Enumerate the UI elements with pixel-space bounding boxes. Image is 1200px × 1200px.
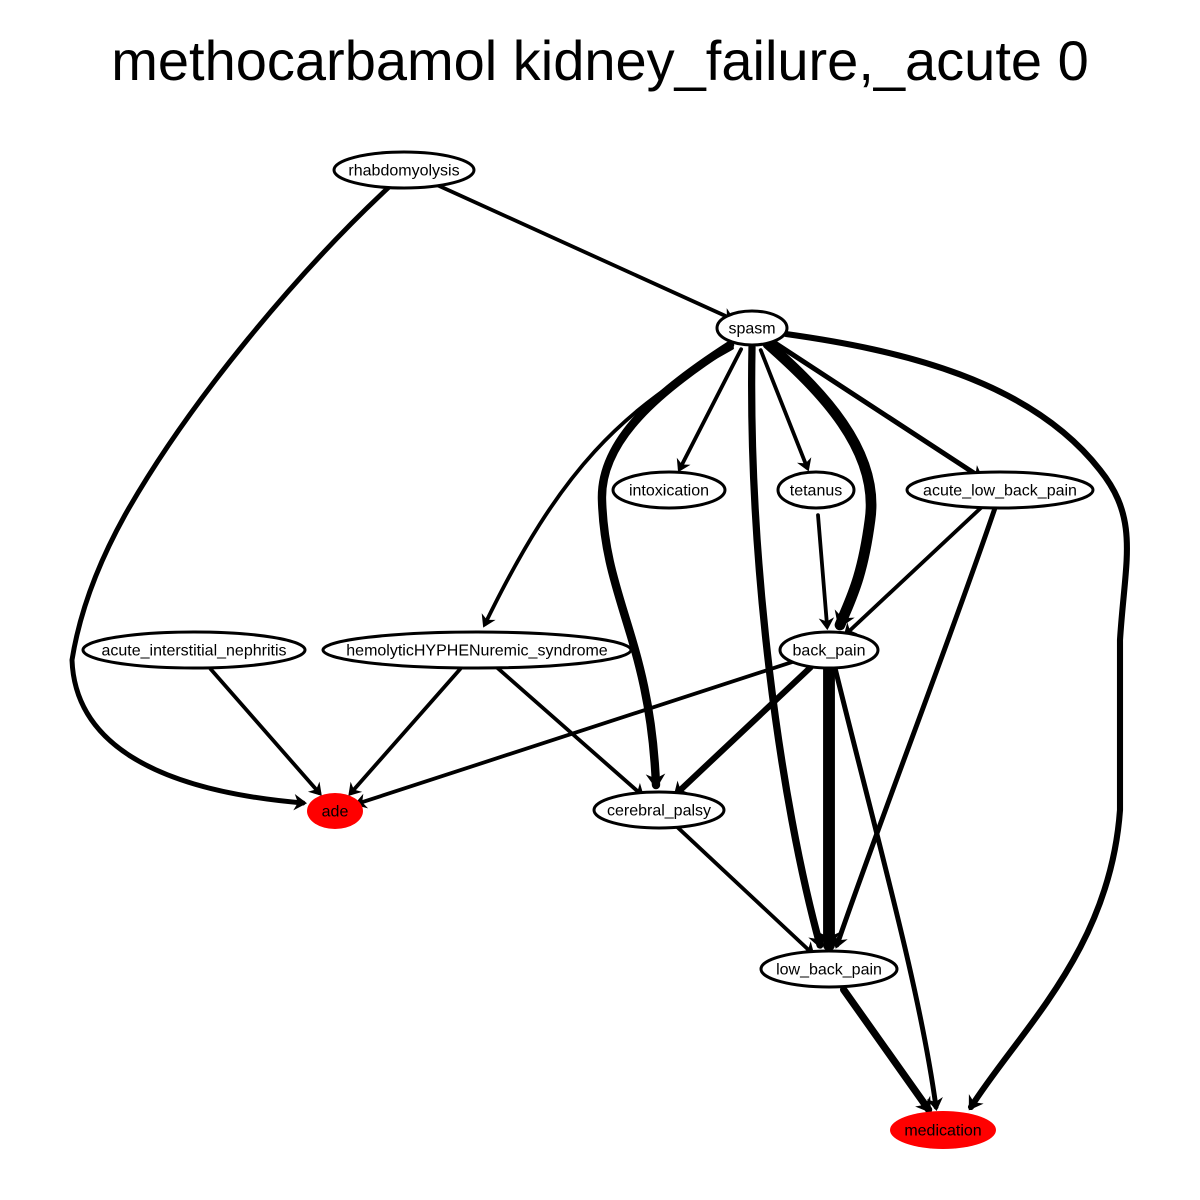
node-shape: [715, 309, 789, 347]
node-shape: [81, 630, 307, 670]
edge-spasm-to-tetanus: [758, 348, 812, 472]
edge-line: [208, 667, 322, 795]
edge-tetanus-to-back_pain: [816, 513, 835, 631]
node-label: hemolyticHYPHENuremic_syndrome: [346, 643, 608, 660]
edge-arrowhead: [481, 613, 496, 628]
edge-arrowhead: [834, 609, 855, 629]
node-shape: [592, 790, 726, 830]
edges-layer: [69, 178, 1130, 1114]
node-label: intoxication: [629, 483, 709, 500]
edge-line: [678, 347, 743, 471]
node-spasm[interactable]: spasm: [715, 309, 789, 347]
edge-hemolytic_uremic_syndrome-to-ade: [348, 667, 463, 796]
edge-line: [69, 185, 391, 806]
edge-line: [816, 513, 829, 628]
node-ade[interactable]: ade: [307, 793, 363, 829]
node-label: medication: [904, 1123, 981, 1140]
node-acute-interstitial-nephritis[interactable]: acute_interstitial_nephritis: [81, 630, 307, 670]
edge-acute_low_back_pain-to-low_back_pain: [832, 505, 998, 949]
node-label: tetanus: [790, 483, 842, 500]
edge-arrowhead: [676, 457, 691, 473]
node-low-back-pain[interactable]: low_back_pain: [759, 949, 899, 989]
edge-arrowhead: [348, 781, 363, 796]
node-label: back_pain: [793, 643, 866, 660]
edge-line: [349, 667, 463, 795]
node-medication[interactable]: medication: [890, 1111, 996, 1149]
edge-arrowhead: [293, 794, 307, 811]
node-tetanus[interactable]: tetanus: [776, 470, 856, 510]
edge-back_pain-to-cerebral_palsy: [673, 664, 814, 797]
edge-arrowhead: [968, 1094, 984, 1111]
graph-title: methocarbamol kidney_failure,_acute 0: [111, 29, 1089, 92]
node-back-pain[interactable]: back_pain: [778, 630, 880, 670]
edge-hemolytic_uremic_syndrome-to-cerebral_palsy: [494, 664, 644, 797]
edge-arrowhead: [926, 1097, 943, 1111]
edge-arrowhead: [818, 617, 835, 631]
edge-line: [839, 985, 933, 1114]
edge-arrowhead: [915, 1095, 931, 1113]
edge-arrowhead: [645, 773, 666, 789]
node-label: cerebral_palsy: [607, 803, 711, 820]
edge-arrowhead: [817, 931, 841, 949]
node-rhabdomyolysis[interactable]: rhabdomyolysis: [332, 150, 476, 190]
node-shape: [307, 793, 363, 829]
edge-arrowhead: [832, 933, 848, 949]
node-shape: [321, 630, 633, 670]
edge-low_back_pain-to-medication: [839, 985, 933, 1114]
node-cerebral-palsy[interactable]: cerebral_palsy: [592, 790, 726, 830]
edge-line: [425, 178, 733, 321]
edge-line: [769, 338, 983, 480]
node-shape: [778, 630, 880, 670]
node-shape: [611, 470, 727, 510]
edge-acute_interstitial_nephritis-to-ade: [208, 667, 322, 796]
node-shape: [776, 470, 856, 510]
edge-line: [673, 664, 814, 797]
edge-line: [494, 664, 643, 797]
node-shape: [332, 150, 476, 190]
node-shape: [890, 1111, 996, 1149]
node-label: ade: [322, 804, 349, 821]
node-label: spasm: [728, 321, 775, 338]
node-label: rhabdomyolysis: [348, 163, 459, 180]
edge-arrowhead: [307, 781, 322, 796]
edge-rhabdomyolysis-to-spasm: [425, 178, 735, 323]
edge-back_pain-to-medication: [832, 665, 943, 1111]
nodes-layer: rhabdomyolysis spasm intoxication tetanus ac…: [81, 150, 1095, 1149]
node-hemolytic-uremic-syndrome[interactable]: hemolyticHYPHENuremic_syndrome: [321, 630, 633, 670]
edge-line: [355, 655, 807, 806]
edge-line: [675, 825, 814, 955]
edge-line: [748, 343, 824, 949]
edge-line: [597, 340, 735, 790]
edge-spasm-to-back_pain: [762, 338, 877, 631]
node-intoxication[interactable]: intoxication: [611, 470, 727, 510]
node-shape: [759, 949, 899, 989]
node-label: low_back_pain: [776, 962, 882, 979]
edge-spasm-to-intoxication: [676, 347, 743, 473]
node-label: acute_interstitial_nephritis: [102, 643, 287, 660]
edge-spasm-to-medication: [782, 330, 1130, 1111]
edge-line: [782, 330, 1130, 1111]
edge-line: [844, 505, 984, 636]
edge-rhabdomyolysis-to-ade: [69, 185, 391, 811]
edge-arrowhead: [797, 457, 812, 472]
node-label: acute_low_back_pain: [923, 483, 1077, 500]
edge-line: [834, 505, 998, 948]
edge-line: [758, 348, 810, 470]
node-shape: [905, 470, 1095, 510]
edge-line: [832, 665, 939, 1110]
node-acute-low-back-pain[interactable]: acute_low_back_pain: [905, 470, 1095, 510]
edge-back_pain-to-low_back_pain: [817, 662, 841, 951]
edge-spasm-to-cerebral_palsy: [597, 340, 735, 790]
edge-line: [762, 338, 877, 631]
